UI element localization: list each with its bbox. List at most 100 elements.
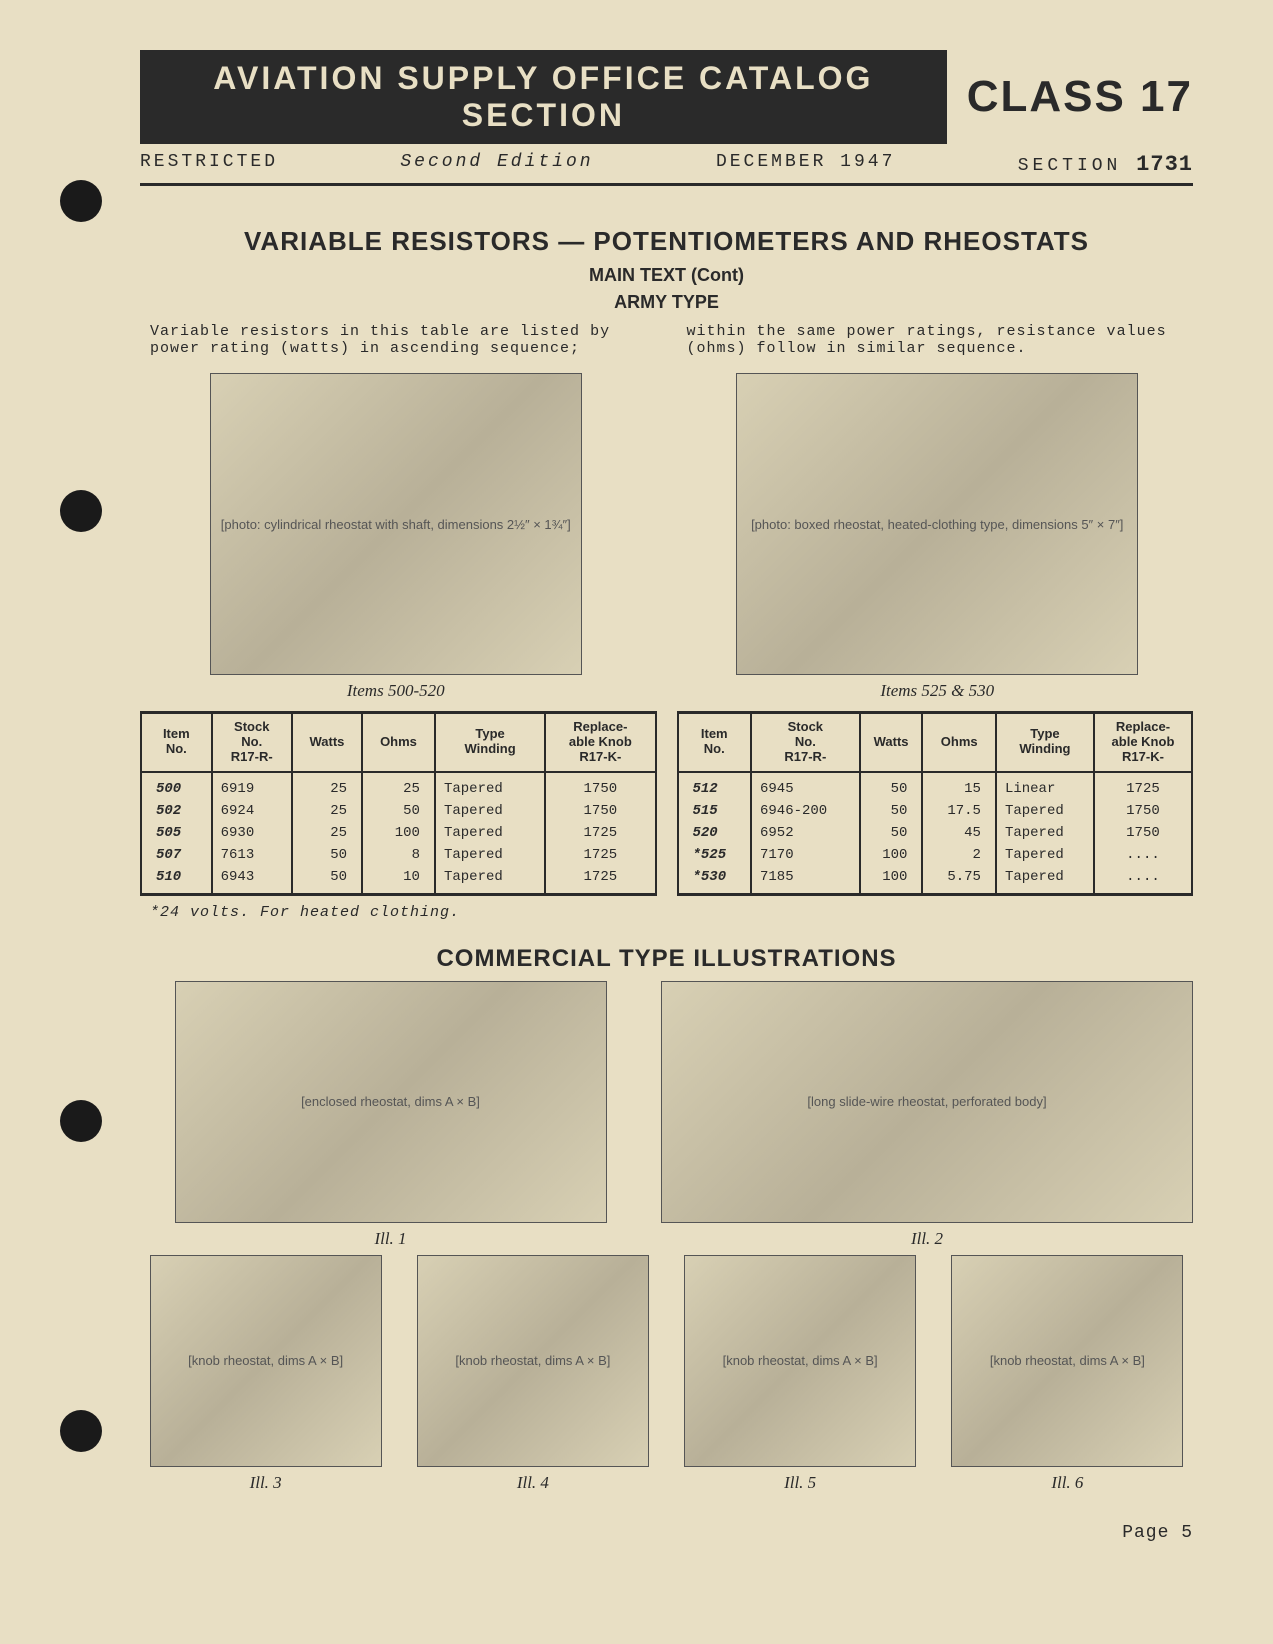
cell-knob: 1725 [545,822,655,844]
cell-watts: 50 [860,822,923,844]
table-row: *52571701002Tapered.... [678,844,1193,866]
illustration-image: [knob rheostat, dims A × B] [150,1255,382,1467]
cell-ohms: 45 [922,822,995,844]
illustration-cell: [knob rheostat, dims A × B] Ill. 4 [407,1255,658,1493]
col-stock: StockNo.R17-R- [751,713,860,772]
cell-item: 500 [141,772,212,800]
cell-stock: 7170 [751,844,860,866]
cell-ohms: 2 [922,844,995,866]
restricted-label: RESTRICTED [140,152,278,177]
cell-stock: 6924 [212,800,292,822]
cell-knob: 1750 [545,772,655,800]
cell-item: 510 [141,866,212,895]
page-header: AVIATION SUPPLY OFFICE CATALOG SECTION C… [140,50,1193,186]
cell-stock: 6945 [751,772,860,800]
cell-knob: 1725 [545,866,655,895]
cell-winding: Tapered [996,844,1094,866]
cell-stock: 7613 [212,844,292,866]
cell-watts: 25 [292,772,362,800]
edition-label: Second Edition [400,152,593,177]
illustrations-top-row: [enclosed rheostat, dims A × B] Ill. 1[l… [140,981,1193,1249]
table-row: 51269455015Linear1725 [678,772,1193,800]
title-main: VARIABLE RESISTORS — POTENTIOMETERS AND … [140,226,1193,257]
table-row: 50269242550Tapered1750 [141,800,656,822]
section-label: SECTION 1731 [1018,152,1193,177]
cell-item: 505 [141,822,212,844]
illustration-image: [enclosed rheostat, dims A × B] [175,981,607,1223]
cell-knob: .... [1094,844,1192,866]
illustration-caption: Ill. 1 [374,1229,406,1249]
table-row: 5077613508Tapered1725 [141,844,656,866]
table-row: 505693025100Tapered1725 [141,822,656,844]
illustration-image: [long slide-wire rheostat, perforated bo… [661,981,1193,1223]
illustration-cell: [knob rheostat, dims A × B] Ill. 6 [942,1255,1193,1493]
cell-stock: 6946-200 [751,800,860,822]
col-item: ItemNo. [678,713,751,772]
cell-item: 507 [141,844,212,866]
intro-left: Variable resistors in this table are lis… [150,323,647,357]
illustration-caption: Ill. 5 [784,1473,816,1493]
cell-stock: 7185 [751,866,860,895]
army-caption-left: Items 500-520 [347,681,445,701]
cell-winding: Tapered [996,866,1094,895]
cell-watts: 50 [860,772,923,800]
cell-ohms: 8 [362,844,435,866]
col-stock: StockNo.R17-R- [212,713,292,772]
illustration-cell: [long slide-wire rheostat, perforated bo… [661,981,1193,1249]
cell-knob: 1750 [1094,822,1192,844]
cell-knob: 1725 [545,844,655,866]
cell-watts: 50 [292,844,362,866]
table-right: ItemNo.StockNo.R17-R-WattsOhmsTypeWindin… [677,711,1194,896]
illustration-cell: [enclosed rheostat, dims A × B] Ill. 1 [140,981,641,1249]
cell-item: 515 [678,800,751,822]
cell-item: 512 [678,772,751,800]
page-number: Page 5 [140,1523,1193,1543]
title-sub2: ARMY TYPE [140,292,1193,313]
cell-ohms: 10 [362,866,435,895]
table-row: *53071851005.75Tapered.... [678,866,1193,895]
cell-knob: 1750 [545,800,655,822]
cell-watts: 50 [292,866,362,895]
cell-watts: 100 [860,844,923,866]
illustrations-bottom-row: [knob rheostat, dims A × B] Ill. 3[knob … [140,1255,1193,1493]
commercial-heading: COMMERCIAL TYPE ILLUSTRATIONS [140,945,1193,973]
table-row: 52069525045Tapered1750 [678,822,1193,844]
illustration-cell: [knob rheostat, dims A × B] Ill. 3 [140,1255,391,1493]
cell-stock: 6943 [212,866,292,895]
army-caption-right: Items 525 & 530 [880,681,994,701]
cell-item: 502 [141,800,212,822]
cell-watts: 25 [292,822,362,844]
cell-knob: .... [1094,866,1192,895]
intro-right: within the same power ratings, resistanc… [687,323,1184,357]
table-left: ItemNo.StockNo.R17-R-WattsOhmsTypeWindin… [140,711,657,896]
col-ohms: Ohms [362,713,435,772]
cell-winding: Linear [996,772,1094,800]
title-sub1: MAIN TEXT (Cont) [140,265,1193,286]
data-tables: ItemNo.StockNo.R17-R-WattsOhmsTypeWindin… [140,711,1193,896]
cell-item: 520 [678,822,751,844]
cell-item: *525 [678,844,751,866]
table-footnote: *24 volts. For heated clothing. [150,904,1193,921]
col-winding: TypeWinding [996,713,1094,772]
illustration-image: [knob rheostat, dims A × B] [684,1255,916,1467]
intro-text: Variable resistors in this table are lis… [150,323,1183,357]
cell-ohms: 100 [362,822,435,844]
header-banner: AVIATION SUPPLY OFFICE CATALOG SECTION [140,50,947,144]
cell-winding: Tapered [435,866,545,895]
cell-ohms: 50 [362,800,435,822]
illustration-cell: [knob rheostat, dims A × B] Ill. 5 [675,1255,926,1493]
class-label: CLASS 17 [947,72,1193,122]
army-image-right: [photo: boxed rheostat, heated-clothing … [736,373,1138,675]
cell-winding: Tapered [996,822,1094,844]
cell-ohms: 15 [922,772,995,800]
illustration-caption: Ill. 2 [911,1229,943,1249]
cell-item: *530 [678,866,751,895]
cell-winding: Tapered [435,772,545,800]
illustration-caption: Ill. 3 [250,1473,282,1493]
cell-watts: 25 [292,800,362,822]
table-row: 51069435010Tapered1725 [141,866,656,895]
col-watts: Watts [860,713,923,772]
col-watts: Watts [292,713,362,772]
illustration-caption: Ill. 4 [517,1473,549,1493]
army-figure-right: [photo: boxed rheostat, heated-clothing … [682,373,1194,701]
